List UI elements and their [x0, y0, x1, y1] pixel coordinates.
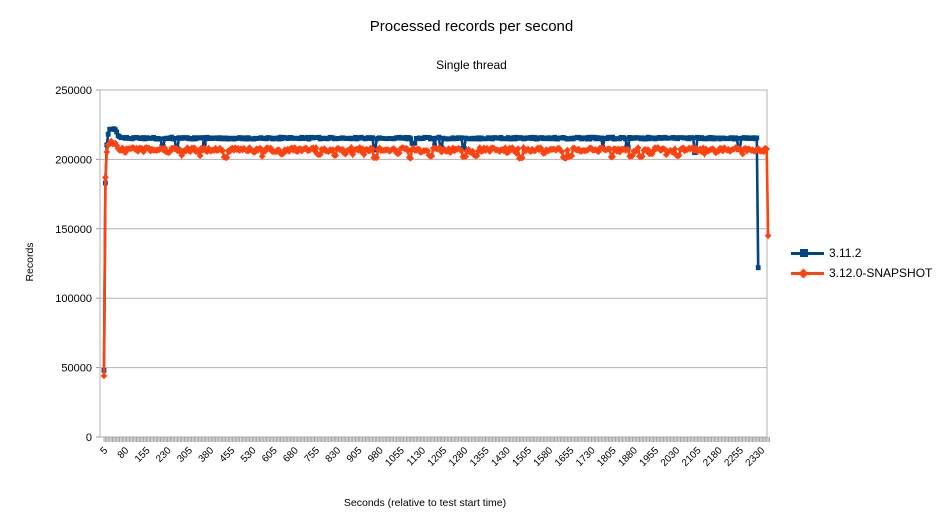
- legend: 3.11.2 3.12.0-SNAPSHOT: [791, 243, 932, 283]
- legend-item-label: 3.11.2: [829, 246, 862, 260]
- gridlines: [96, 89, 768, 438]
- svg-text:755: 755: [302, 445, 322, 465]
- svg-text:230: 230: [154, 445, 174, 465]
- svg-text:455: 455: [218, 445, 238, 465]
- chart-title: Processed records per second: [369, 18, 574, 35]
- svg-text:1280: 1280: [447, 445, 471, 469]
- svg-text:1730: 1730: [574, 445, 598, 469]
- svg-text:305: 305: [175, 445, 195, 465]
- svg-text:1580: 1580: [532, 445, 556, 469]
- series-markers: [101, 126, 761, 373]
- legend-marker-diamond-icon: [798, 268, 809, 278]
- legend-marker-square-icon: [800, 249, 808, 257]
- svg-text:680: 680: [281, 445, 301, 465]
- y-axis-title: Records: [24, 242, 36, 282]
- svg-text:50000: 50000: [61, 363, 92, 375]
- svg-text:1655: 1655: [553, 445, 577, 469]
- legend-swatch: [791, 248, 824, 258]
- svg-text:2255: 2255: [722, 445, 746, 469]
- svg-text:250000: 250000: [55, 85, 92, 97]
- svg-text:2330: 2330: [744, 445, 768, 469]
- svg-text:1955: 1955: [638, 445, 662, 469]
- svg-text:530: 530: [239, 445, 259, 465]
- svg-text:380: 380: [197, 445, 217, 465]
- svg-text:100000: 100000: [55, 293, 92, 305]
- legend-item: 3.12.0-SNAPSHOT: [791, 263, 932, 283]
- svg-text:200000: 200000: [55, 154, 92, 166]
- svg-text:1880: 1880: [616, 445, 640, 469]
- svg-text:155: 155: [133, 445, 153, 465]
- legend-swatch: [791, 268, 824, 278]
- svg-text:905: 905: [345, 445, 365, 465]
- series-3-12-0-snapshot: [100, 137, 772, 380]
- svg-text:1355: 1355: [468, 445, 492, 469]
- svg-text:1430: 1430: [489, 445, 513, 469]
- series-3-11-2: [101, 126, 761, 373]
- chart-subtitle: Single thread: [436, 58, 507, 72]
- svg-text:830: 830: [324, 445, 344, 465]
- svg-text:80: 80: [116, 445, 132, 461]
- svg-text:1130: 1130: [405, 445, 428, 468]
- svg-text:2030: 2030: [659, 445, 683, 469]
- svg-text:1505: 1505: [511, 445, 535, 469]
- legend-item: 3.11.2: [791, 243, 932, 263]
- x-minor-ticks: [103, 437, 770, 442]
- svg-text:5: 5: [98, 445, 110, 457]
- legend-item-label: 3.12.0-SNAPSHOT: [829, 266, 933, 280]
- series-markers: [100, 137, 772, 380]
- x-axis-title: Seconds (relative to test start time): [343, 497, 507, 509]
- svg-text:1205: 1205: [426, 445, 450, 469]
- svg-text:1055: 1055: [383, 445, 407, 469]
- y-tick-labels: 0 50000 100000 150000 200000 250000: [55, 85, 92, 444]
- svg-text:150000: 150000: [55, 224, 92, 236]
- svg-text:605: 605: [260, 445, 280, 465]
- svg-text:0: 0: [86, 432, 92, 444]
- svg-text:2105: 2105: [680, 445, 704, 469]
- svg-text:1805: 1805: [595, 445, 619, 469]
- svg-text:2180: 2180: [701, 445, 725, 469]
- x-tick-labels: 5 80 155 230 305 380 455 530 605 680 755 830 905 9801…: [98, 445, 767, 469]
